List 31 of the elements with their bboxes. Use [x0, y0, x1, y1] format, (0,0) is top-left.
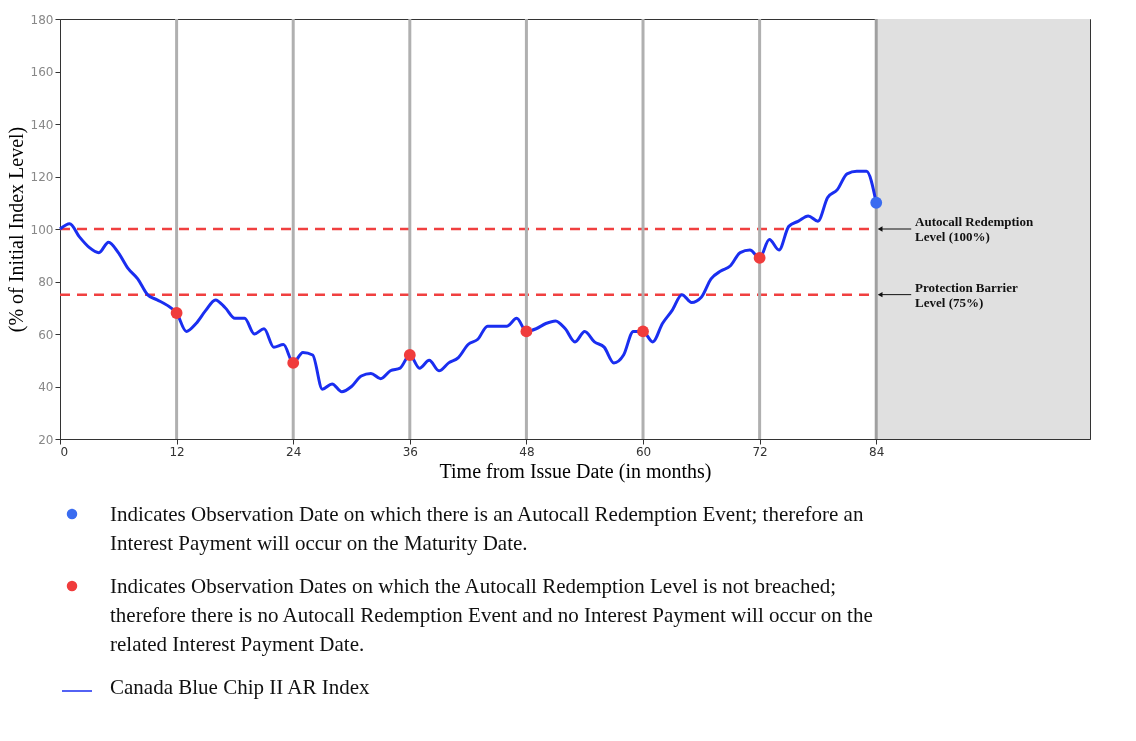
point — [520, 325, 533, 338]
y-tick-label: 40 — [38, 380, 54, 394]
y-tick-label: 160 — [30, 65, 54, 79]
y-tick-label: 20 — [38, 432, 54, 447]
point — [403, 349, 416, 361]
point — [870, 196, 883, 209]
y-axis-title: (% of Initial Index Level) — [4, 126, 28, 333]
ref-line-label: Autocall Redemption Level (100%) — [915, 214, 1034, 244]
x-tick-label: 48 — [519, 444, 535, 459]
legend-label: Canada Blue Chip II AR Index — [110, 675, 371, 699]
x-tick-label: 60 — [635, 444, 652, 459]
y-tick-label: 180 — [30, 12, 54, 27]
x-tick-label: 36 — [402, 444, 418, 459]
legend-label: Indicates Observation Date on which there is an Autocall Redemption Event; therefore an Interest Payment will occur on the Maturity Date. — [110, 502, 864, 555]
y-tick-label: 100 — [30, 222, 54, 237]
x-axis-title: Time from Issue Date (in months) — [439, 459, 712, 483]
x-tick-label: 24 — [286, 444, 302, 459]
y-tick-label: 120 — [30, 170, 54, 184]
x-tick-label: 72 — [752, 444, 768, 459]
x-tick-label: 84 — [869, 444, 885, 459]
ref-line-label: Protection Barrier Level (75%) — [915, 279, 1018, 310]
point — [170, 307, 183, 319]
x-tick-label: 0 — [60, 444, 69, 459]
y-tick-label: 60 — [38, 327, 54, 342]
y-tick-label: 80 — [38, 275, 54, 289]
x-tick-label: 12 — [169, 444, 185, 459]
y-tick-label: 140 — [30, 117, 54, 132]
point — [637, 325, 649, 338]
point — [287, 356, 300, 369]
point — [753, 251, 766, 264]
legend-label: Indicates Observation Dates on which the Autocall Redemption Level is not breached; therefore there is no Autocall Redemption Event and no Interest Payment will occur on the related Interest Payment Date. — [110, 574, 873, 656]
